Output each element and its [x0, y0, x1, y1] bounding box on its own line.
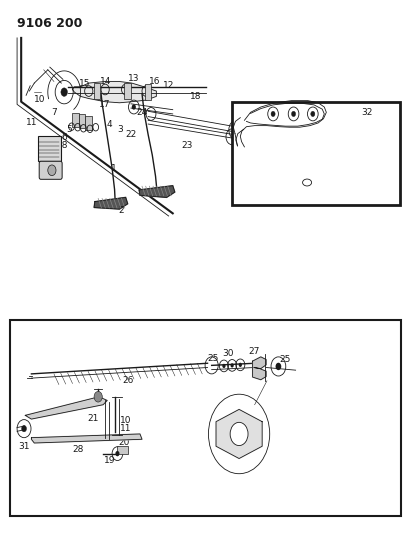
Polygon shape — [291, 155, 315, 169]
Polygon shape — [72, 82, 156, 103]
Text: 20: 20 — [118, 439, 129, 448]
Circle shape — [311, 111, 315, 117]
Text: 5: 5 — [67, 125, 72, 134]
Bar — [94, 83, 100, 99]
Circle shape — [115, 451, 120, 456]
Text: 2: 2 — [119, 206, 125, 215]
Polygon shape — [31, 434, 142, 443]
Polygon shape — [25, 397, 107, 419]
Text: 25: 25 — [207, 354, 219, 363]
Text: 11: 11 — [25, 118, 37, 127]
Circle shape — [239, 363, 242, 367]
Polygon shape — [216, 409, 262, 458]
Text: 12: 12 — [163, 81, 174, 90]
Circle shape — [291, 111, 296, 117]
Bar — [10, 320, 401, 516]
Circle shape — [275, 363, 281, 370]
Text: 4: 4 — [106, 119, 112, 128]
Bar — [118, 446, 128, 454]
Text: 1: 1 — [111, 164, 116, 173]
Text: 26: 26 — [122, 376, 133, 385]
Text: 19: 19 — [104, 456, 115, 465]
Bar — [145, 84, 151, 100]
Circle shape — [94, 391, 102, 402]
Text: 28: 28 — [72, 446, 83, 455]
Text: 6: 6 — [61, 133, 67, 142]
Bar — [85, 116, 92, 130]
Text: 7: 7 — [51, 108, 57, 117]
Text: 33: 33 — [308, 158, 320, 167]
Text: 21: 21 — [87, 414, 99, 423]
Circle shape — [48, 165, 56, 175]
Text: 32: 32 — [362, 108, 373, 117]
Circle shape — [222, 364, 226, 368]
Bar — [232, 102, 400, 205]
Text: 25: 25 — [280, 355, 291, 364]
Text: 14: 14 — [99, 77, 111, 86]
Bar — [72, 114, 79, 127]
Text: 30: 30 — [222, 349, 234, 358]
Text: 3: 3 — [118, 125, 123, 134]
Bar — [79, 115, 85, 128]
Text: 18: 18 — [57, 141, 69, 150]
Text: 15: 15 — [79, 78, 90, 87]
Text: 1: 1 — [330, 180, 335, 189]
Text: 18: 18 — [300, 167, 312, 176]
Circle shape — [234, 127, 239, 133]
Polygon shape — [293, 172, 321, 192]
Text: 11: 11 — [120, 424, 132, 433]
Circle shape — [230, 422, 248, 446]
Polygon shape — [94, 197, 128, 209]
Circle shape — [22, 425, 26, 432]
Text: 22: 22 — [125, 130, 136, 139]
Text: 27: 27 — [248, 347, 259, 356]
Text: 29: 29 — [232, 428, 243, 437]
Text: 24: 24 — [136, 108, 148, 117]
Circle shape — [231, 364, 234, 368]
Text: 31: 31 — [19, 442, 30, 451]
Text: 9: 9 — [53, 169, 59, 178]
Text: 16: 16 — [148, 77, 160, 86]
Polygon shape — [139, 185, 175, 197]
Polygon shape — [253, 357, 266, 379]
Bar — [125, 83, 131, 99]
Text: 10: 10 — [34, 94, 45, 103]
Circle shape — [132, 104, 136, 110]
Text: 9106 200: 9106 200 — [17, 17, 83, 30]
Text: 32: 32 — [362, 108, 373, 117]
Text: 4: 4 — [74, 116, 79, 125]
Text: 13: 13 — [128, 74, 140, 83]
Text: 18: 18 — [189, 92, 201, 101]
Text: 17: 17 — [99, 100, 111, 109]
Circle shape — [61, 88, 67, 96]
Text: 10: 10 — [120, 416, 132, 425]
Circle shape — [271, 111, 275, 117]
FancyBboxPatch shape — [39, 161, 62, 179]
Text: 23: 23 — [181, 141, 193, 150]
Text: 8: 8 — [49, 156, 55, 165]
Bar — [37, 136, 61, 161]
